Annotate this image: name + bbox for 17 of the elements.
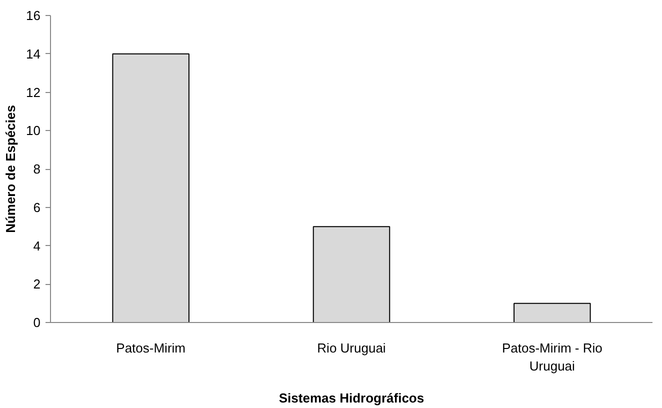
x-axis-title: Sistemas Hidrográficos	[278, 390, 424, 406]
bar	[312, 226, 390, 322]
y-tick-label: 0	[33, 315, 41, 330]
y-tick-label: 12	[26, 84, 41, 100]
bar	[514, 302, 591, 322]
y-axis-title: Número de Espécies	[3, 105, 18, 233]
x-tick-label: Patos-Mirim	[116, 340, 186, 356]
x-tick-label: Patos-Mirim - Rio Uruguai	[502, 340, 602, 374]
bar	[112, 53, 190, 322]
y-tick-label: 14	[26, 46, 41, 62]
y-tick-label: 16	[26, 8, 41, 23]
y-tick-label: 4	[33, 238, 41, 254]
y-tick-label: 8	[33, 162, 41, 176]
y-tick-label: 6	[33, 200, 41, 215]
x-tick-label: Rio Uruguai	[317, 340, 386, 356]
y-tick-label: 2	[33, 276, 41, 292]
y-tick-label: 10	[26, 123, 41, 138]
